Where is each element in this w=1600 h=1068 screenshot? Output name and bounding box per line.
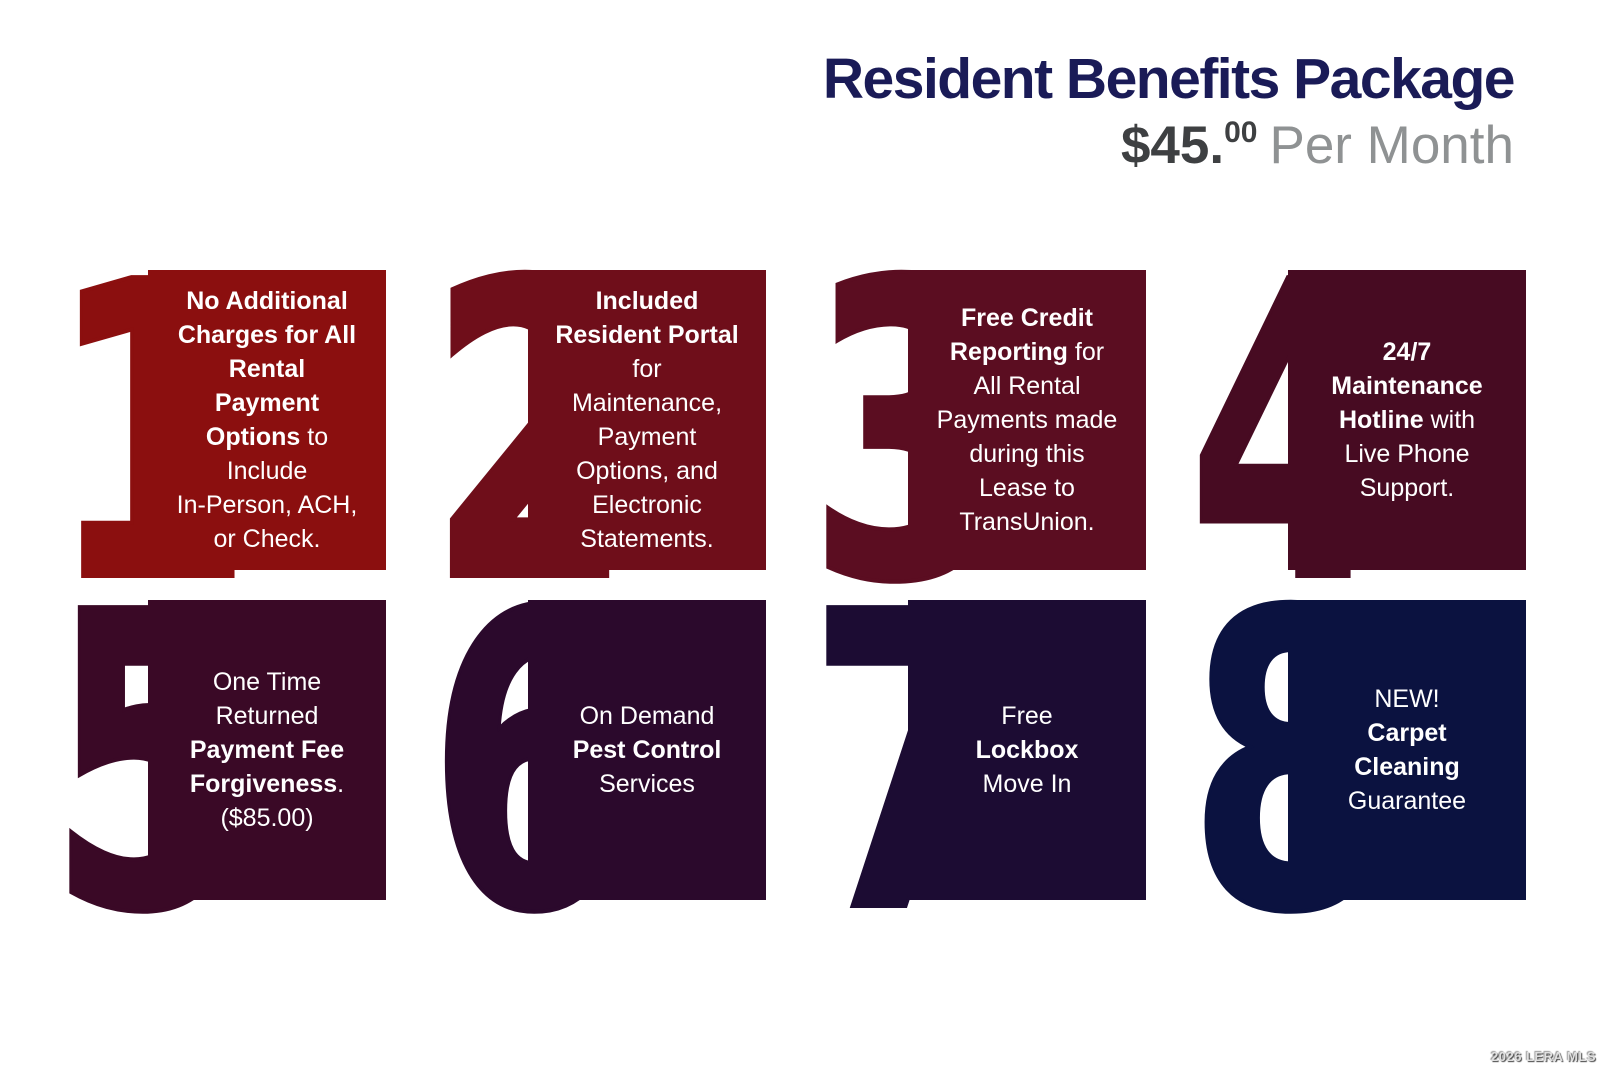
watermark: 2026 LERA MLS	[1491, 1049, 1596, 1064]
card-text-4: 24/7 Maintenance Hotline with Live Phone Sup…	[1331, 338, 1483, 502]
benefit-card-7: 7FreeLockboxMove In	[800, 557, 1180, 971]
card-text-2: Included Resident Portal for Maintenance, Pa…	[555, 287, 739, 553]
card-text-5: One Time Returned Payment Fee Forgiveness.(…	[189, 668, 345, 832]
card-body-4: 24/7 Maintenance Hotline with Live Phone Sup…	[1288, 270, 1526, 570]
card-body-7: Free Lockbox Move In	[908, 600, 1146, 900]
card-body-3: Free Credit Reporting for All Rental Paymen…	[908, 270, 1146, 570]
card-body-8: NEW! Carpet Cleaning Guarantee	[1288, 600, 1526, 900]
price-line: $45.00 Per Month	[823, 115, 1514, 175]
card-body-5: One Time Returned Payment Fee Forgiveness.(…	[148, 600, 386, 900]
card-text-3: Free Credit Reporting for All Rental Paymen…	[936, 304, 1118, 536]
card-body-1: No Additional Charges for All Rental Paymen…	[148, 270, 386, 570]
card-text-8: NEW! Carpet Cleaning Guarantee	[1347, 685, 1467, 815]
price-amount: $45.	[1120, 115, 1225, 175]
benefit-card-2: 2IncludedResident PortalforMaintenance,P…	[420, 227, 800, 641]
price-cents: 00	[1224, 115, 1258, 149]
price-period: Per Month	[1269, 115, 1514, 175]
header: Resident Benefits Package $45.00 Per Mont…	[822, 47, 1516, 175]
page-title: Resident Benefits Package	[822, 47, 1516, 111]
card-text-7: Free Lockbox Move In	[975, 702, 1079, 798]
card-body-2: Included Resident Portal for Maintenance, Pa…	[528, 270, 766, 570]
card-text-6: On Demand Pest Control Services	[572, 702, 722, 798]
card-body-6: On Demand Pest Control Services	[528, 600, 766, 900]
card-text-1: No Additional Charges for All Rental Paymen…	[176, 287, 358, 553]
